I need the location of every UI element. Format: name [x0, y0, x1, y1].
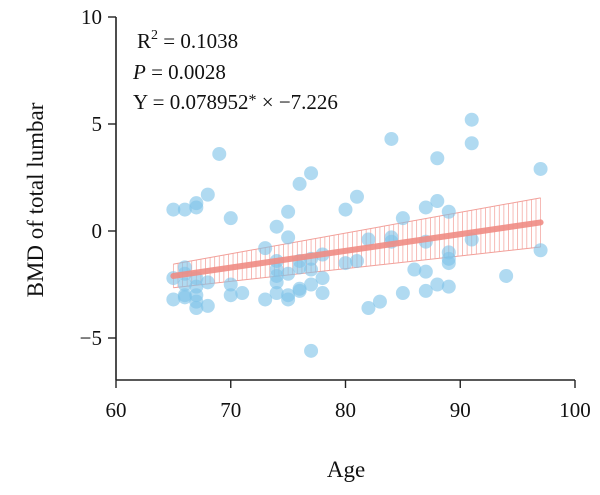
data-point	[418, 200, 433, 215]
data-point	[166, 292, 181, 307]
x-tick-label: 70	[220, 398, 241, 422]
p-value-annotation: P = 0.0028	[132, 60, 226, 84]
data-point	[304, 262, 319, 277]
data-point	[304, 166, 319, 181]
data-point	[315, 271, 330, 286]
regression-equation: Y = 0.078952* × −7.226	[133, 90, 338, 114]
data-point	[166, 202, 181, 217]
data-point	[372, 294, 387, 309]
data-point	[269, 219, 284, 234]
data-point	[430, 194, 445, 209]
data-point	[269, 275, 284, 290]
data-point	[281, 292, 296, 307]
data-point	[189, 301, 204, 316]
data-point	[189, 196, 204, 211]
x-tick-label: 80	[335, 398, 356, 422]
data-point	[349, 253, 364, 268]
confidence-band	[172, 197, 541, 289]
data-point	[441, 279, 456, 294]
data-point	[338, 256, 353, 271]
y-tick-label: 10	[81, 5, 102, 29]
data-point	[281, 266, 296, 281]
y-tick-label: −5	[80, 326, 102, 350]
y-axis-title: BMD of total lumbar	[23, 102, 48, 297]
data-point	[177, 202, 192, 217]
y-axis-ticks: 10 5 0 −5	[80, 5, 116, 350]
data-point	[384, 131, 399, 146]
data-point	[464, 112, 479, 127]
data-point	[223, 288, 238, 303]
data-point	[395, 211, 410, 226]
data-point	[349, 189, 364, 204]
data-point	[223, 277, 238, 292]
data-points	[166, 112, 548, 358]
data-point	[304, 277, 319, 292]
data-point	[200, 187, 215, 202]
data-point	[177, 290, 192, 305]
data-point	[338, 202, 353, 217]
data-point	[304, 343, 319, 358]
x-axis-title: Age	[327, 457, 365, 482]
y-tick-label: 0	[92, 219, 103, 243]
data-point	[281, 204, 296, 219]
data-point	[441, 204, 456, 219]
data-point	[441, 256, 456, 271]
x-tick-label: 100	[559, 398, 591, 422]
data-point	[430, 151, 445, 166]
data-point	[292, 176, 307, 191]
data-point	[395, 286, 410, 301]
data-point	[292, 260, 307, 275]
data-point	[258, 292, 273, 307]
data-point	[258, 241, 273, 256]
y-tick-label: 5	[92, 112, 103, 136]
band-upper-edge	[173, 197, 541, 265]
data-point	[407, 262, 422, 277]
data-point	[464, 136, 479, 151]
data-point	[269, 286, 284, 301]
data-point	[418, 283, 433, 298]
data-point	[361, 301, 376, 316]
x-axis-ticks: 60 70 80 90 100	[106, 380, 591, 422]
data-point	[235, 286, 250, 301]
data-point	[200, 298, 215, 313]
data-point	[361, 232, 376, 247]
data-point	[430, 277, 445, 292]
x-tick-label: 60	[106, 398, 127, 422]
data-point	[281, 230, 296, 245]
data-point	[200, 275, 215, 290]
x-tick-label: 90	[450, 398, 471, 422]
data-point	[315, 286, 330, 301]
data-point	[499, 268, 514, 283]
data-point	[212, 146, 227, 161]
data-point	[223, 211, 238, 226]
data-point	[177, 277, 192, 292]
data-point	[533, 243, 548, 258]
regression-line	[170, 219, 544, 279]
r-squared-annotation: R2 = 0.1038	[137, 28, 238, 53]
data-point	[292, 283, 307, 298]
data-point	[464, 232, 479, 247]
data-point	[418, 264, 433, 279]
data-point	[533, 161, 548, 176]
